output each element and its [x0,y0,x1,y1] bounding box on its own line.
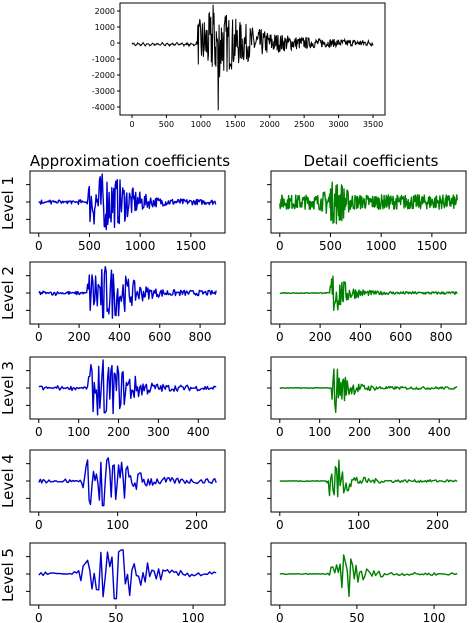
approx-level-3-plot: 0 100 200 300 400 [26,356,226,439]
approx-level-3-plot-series-line [38,359,217,416]
original-xtick-label: 3000 [328,120,348,129]
detail-level-4-plot-xtick-label: 0 [276,518,284,532]
original-ytick-label: -4000 [92,103,115,112]
approx-level-4-plot-xtick-label: 200 [185,518,208,532]
level-1-label: Level 1 [0,176,17,230]
approx-level-4-plot: 0 100 200 [26,449,226,532]
detail-level-1-plot-xtick-label: 0 [276,239,284,253]
detail-column-header: Detail coefficients [304,152,439,170]
original-signal-plot: 0 500 1000 1500 2000 2500 3000 3500 2000 1000 0 -10… [92,2,386,129]
approx-level-4-plot-frame [29,449,226,513]
detail-level-3-plot: 0 100 200 300 400 [267,356,467,439]
detail-level-3-plot-series-line [279,368,458,413]
approx-level-4-plot-xtick-label: 100 [106,518,129,532]
original-xtick-label: 1000 [191,120,211,129]
approx-level-1-plot-xtick-label: 500 [78,239,101,253]
original-ytick-label: 2000 [95,7,115,16]
approx-column-header: Approximation coefficients [30,152,230,170]
detail-level-4-plot-xtick-label: 200 [426,518,449,532]
detail-level-4-plot: 0 100 200 [267,449,467,532]
original-ytick-label: -3000 [92,87,115,96]
approx-level-1-plot-series-line [38,173,217,231]
original-xtick-label: 1500 [225,120,245,129]
level-5-label: Level 5 [0,548,17,602]
level-2-label: Level 2 [0,266,17,320]
detail-level-3-plot-xtick-label: 200 [348,425,371,439]
detail-level-1-plot-xtick-label: 1500 [417,239,448,253]
approx-level-2-plot: 0 200 400 600 800 [26,261,226,344]
original-ytick-label: 1000 [95,23,115,32]
detail-level-3-plot-xtick-label: 400 [428,425,451,439]
detail-level-1-plot-xtick-label: 500 [319,239,342,253]
detail-level-2-plot-xtick-label: 0 [276,330,284,344]
detail-level-2-plot-xtick-label: 400 [349,330,372,344]
detail-level-1-plot: 0 500 1000 1500 [267,170,467,253]
approx-level-1-plot-xtick-label: 0 [35,239,43,253]
approx-level-3-plot-xtick-label: 300 [147,425,170,439]
original-xtick-label: 3500 [363,120,383,129]
original-xtick-label: 2500 [294,120,314,129]
original-xtick-label: 500 [159,120,174,129]
detail-level-5-plot-xtick-label: 100 [423,611,446,623]
approx-level-2-plot-xtick-label: 0 [35,330,43,344]
detail-level-1-plot-xtick-label: 1000 [366,239,397,253]
detail-level-2-plot-xtick-label: 600 [389,330,412,344]
approx-level-3-plot-xtick-label: 0 [35,425,43,439]
approx-level-2-plot-xtick-label: 600 [148,330,171,344]
level-4-label: Level 4 [0,454,17,508]
approx-level-3-plot-xtick-label: 400 [187,425,210,439]
approx-level-1-plot-xtick-label: 1000 [125,239,156,253]
approx-level-4-plot-series-line [38,457,217,507]
detail-level-5-plot-xtick-label: 50 [349,611,364,623]
detail-level-5-plot-xtick-label: 0 [276,611,284,623]
approx-level-3-plot-xtick-label: 100 [67,425,90,439]
original-ytick-label: -2000 [92,71,115,80]
detail-level-5-plot-series-line [279,554,458,598]
detail-level-2-plot-series-line [279,275,458,311]
detail-level-4-plot-series-line [279,459,458,498]
approx-level-1-plot-xtick-label: 1500 [176,239,207,253]
approx-level-5-plot-xtick-label: 50 [108,611,123,623]
original-xtick-label: 0 [129,120,134,129]
approx-level-4-plot-xtick-label: 0 [35,518,43,532]
approx-level-5-plot: 0 50 100 [26,542,226,623]
detail-level-2-plot-xtick-label: 800 [430,330,453,344]
approx-level-2-plot-xtick-label: 400 [108,330,131,344]
approx-level-2-plot-xtick-label: 200 [68,330,91,344]
original-ytick-label: -1000 [92,55,115,64]
approx-level-1-plot: 0 500 1000 1500 [26,170,226,253]
approx-level-2-plot-series-line [38,266,217,319]
detail-level-3-plot-xtick-label: 300 [388,425,411,439]
detail-level-5-plot: 0 50 100 [267,542,467,623]
original-xtick-label: 2000 [260,120,280,129]
original-ytick-label: 0 [110,39,115,48]
approx-level-5-plot-series-line [38,549,217,600]
approx-level-2-plot-xtick-label: 800 [189,330,212,344]
approx-level-3-plot-xtick-label: 200 [107,425,130,439]
approx-level-5-plot-xtick-label: 0 [35,611,43,623]
detail-level-2-plot-xtick-label: 200 [309,330,332,344]
level-3-label: Level 3 [0,361,17,415]
detail-level-3-plot-xtick-label: 100 [308,425,331,439]
detail-level-3-plot-xtick-label: 0 [276,425,284,439]
approx-level-5-plot-xtick-label: 100 [182,611,205,623]
detail-level-2-plot: 0 200 400 600 800 [267,261,467,344]
detail-level-4-plot-xtick-label: 100 [347,518,370,532]
original-signal-line [131,4,374,111]
original-signal-frame [119,2,386,116]
detail-level-1-plot-series-line [279,181,458,225]
